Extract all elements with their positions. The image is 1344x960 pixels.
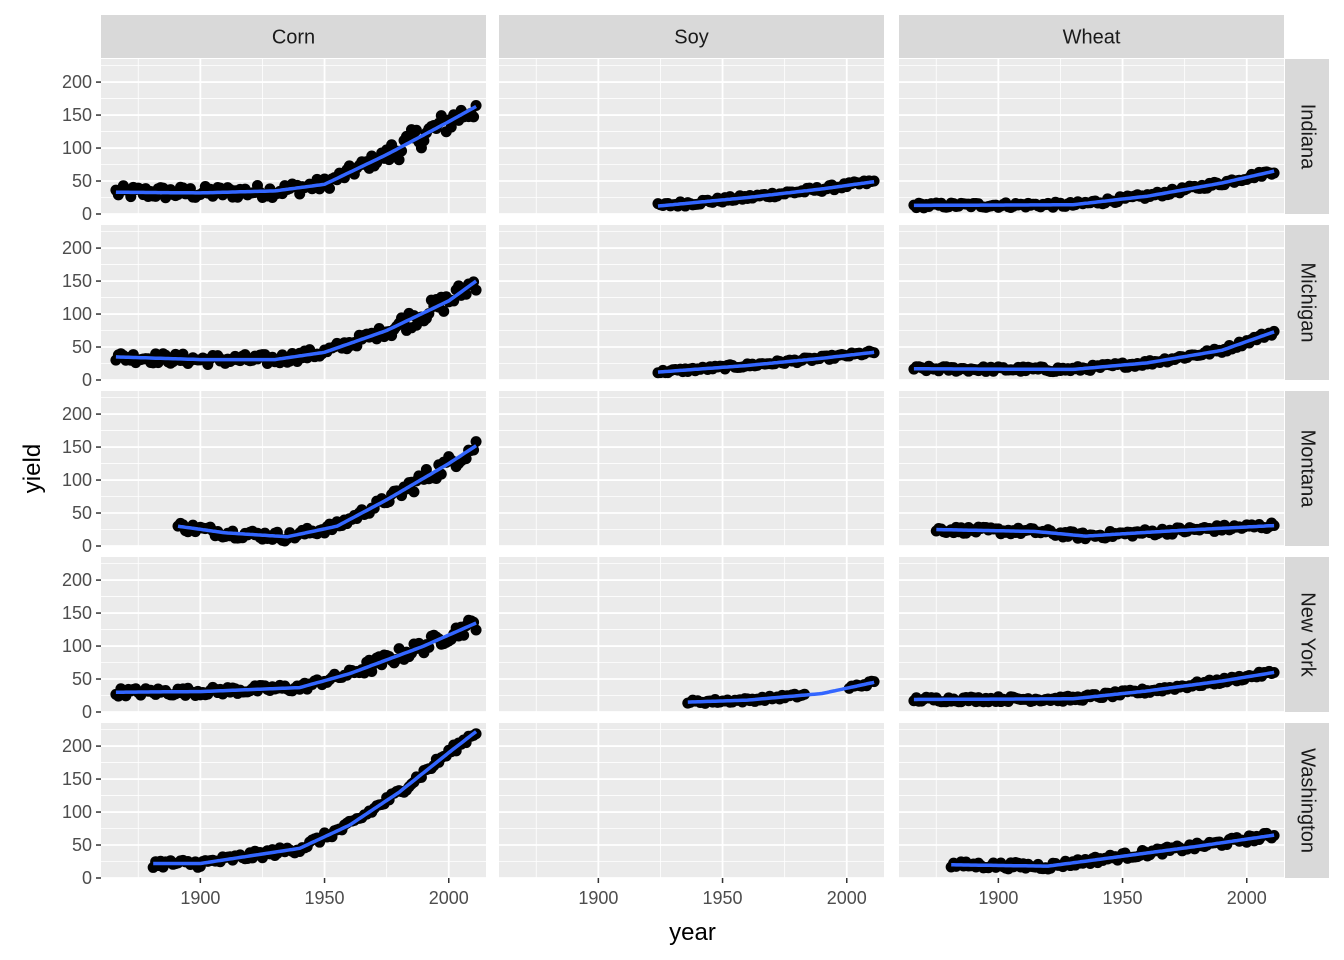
facet-label-montana: Montana: [1297, 430, 1319, 509]
trend-line: [913, 670, 1275, 702]
trend-line: [951, 833, 1275, 868]
facet-strip-corn: [101, 15, 486, 58]
panel-soy-washington: [499, 723, 884, 878]
facet-strip-new-york: [1285, 557, 1329, 712]
facet-strip-montana: [1285, 391, 1329, 546]
y-tick-label: 100: [62, 138, 92, 158]
trend-line: [177, 444, 478, 539]
trend-line: [657, 350, 875, 374]
data-point: [470, 284, 482, 296]
x-tick-label: 1950: [305, 888, 345, 908]
facet-strip-soy: [499, 15, 884, 58]
facet-label-soy: Soy: [674, 27, 708, 49]
facet-strip-indiana: [1285, 59, 1329, 214]
y-tick-label: 100: [62, 802, 92, 822]
trend-line: [115, 279, 478, 362]
trend-line: [657, 179, 875, 208]
trend-line: [115, 621, 477, 694]
x-tick-label: 1900: [578, 888, 618, 908]
y-tick-label: 150: [62, 437, 92, 457]
y-tick-label: 100: [62, 470, 92, 490]
y-tick-label: 100: [62, 304, 92, 324]
trend-line: [153, 730, 478, 866]
x-axis-title: year: [669, 919, 716, 946]
y-tick-label: 50: [72, 669, 92, 689]
data-point: [324, 182, 336, 194]
y-tick-label: 50: [72, 835, 92, 855]
y-tick-label: 0: [82, 536, 92, 556]
trend-line: [115, 104, 477, 195]
data-point: [393, 154, 405, 166]
x-tick-label: 1950: [703, 888, 743, 908]
trend-line: [936, 523, 1275, 538]
facet-label-michigan: Michigan: [1297, 262, 1319, 342]
y-axis-title: yield: [19, 444, 46, 493]
data-point: [410, 124, 422, 136]
y-tick-label: 200: [62, 736, 92, 756]
x-tick-label: 1900: [978, 888, 1018, 908]
facet-strip-wheat: [899, 15, 1284, 58]
trend-line: [913, 169, 1275, 208]
y-tick-label: 50: [72, 503, 92, 523]
facet-label-wheat: Wheat: [1063, 27, 1121, 49]
panel-wheat-washington: [899, 723, 1284, 878]
y-tick-label: 50: [72, 171, 92, 191]
x-tick-label: 1950: [1103, 888, 1143, 908]
y-tick-label: 0: [82, 868, 92, 888]
y-tick-label: 0: [82, 204, 92, 224]
data-point: [468, 111, 480, 123]
y-tick-label: 100: [62, 636, 92, 656]
y-tick-label: 150: [62, 603, 92, 623]
y-tick-label: 200: [62, 404, 92, 424]
y-tick-label: 50: [72, 337, 92, 357]
x-tick-label: 2000: [827, 888, 867, 908]
data-point: [408, 486, 420, 498]
panel-wheat-montana: [899, 391, 1284, 546]
facet-label-corn: Corn: [272, 27, 315, 49]
y-tick-label: 0: [82, 702, 92, 722]
trend-line: [687, 680, 875, 704]
panel-soy-montana: [499, 391, 884, 546]
facet-label-washington: Washington: [1297, 748, 1319, 853]
data-point: [470, 436, 482, 448]
facet-strip-michigan: [1285, 225, 1329, 380]
data-point: [445, 121, 457, 133]
x-tick-label: 1900: [180, 888, 220, 908]
y-tick-label: 200: [62, 570, 92, 590]
trend-line: [913, 330, 1275, 372]
y-tick-label: 150: [62, 769, 92, 789]
y-tick-label: 200: [62, 238, 92, 258]
data-point: [470, 624, 482, 636]
x-tick-label: 2000: [429, 888, 469, 908]
facet-strip-washington: [1285, 723, 1329, 878]
facet-label-indiana: Indiana: [1297, 104, 1319, 170]
data-point: [438, 305, 450, 317]
panel-soy-new-york: [499, 557, 884, 712]
y-tick-label: 150: [62, 271, 92, 291]
data-point: [458, 629, 470, 641]
facet-label-new-york: New York: [1297, 592, 1319, 677]
y-tick-label: 200: [62, 72, 92, 92]
y-tick-label: 150: [62, 105, 92, 125]
y-tick-label: 0: [82, 370, 92, 390]
x-tick-label: 2000: [1227, 888, 1267, 908]
